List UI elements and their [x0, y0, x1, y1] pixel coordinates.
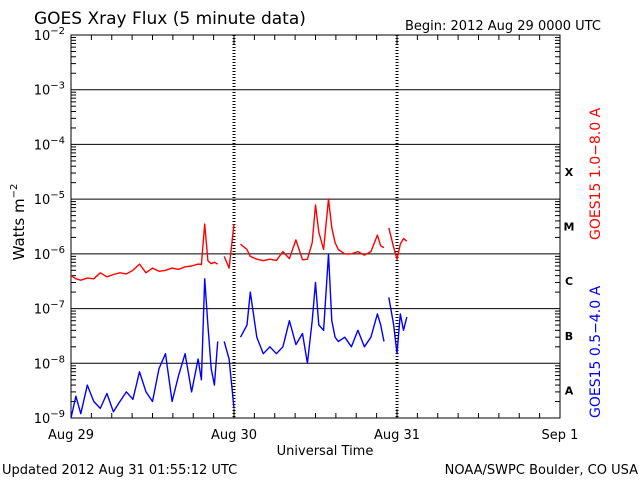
x-tick-label: Aug 31 [374, 428, 420, 443]
grid-lines [71, 89, 560, 364]
legend-short-channel: GOES15 0.5−4.0 A [588, 285, 604, 418]
y-axis-label: Watts m−2 [9, 184, 28, 261]
begin-time: Begin: 2012 Aug 29 0000 UTC [405, 19, 601, 34]
x-tick-labels: Aug 29 Aug 30 Aug 31 Sep 1 [48, 428, 578, 443]
x-axis-label: Universal Time [277, 444, 374, 459]
y-tick-label: 10−6 [34, 245, 65, 263]
flare-class-label: X [565, 166, 574, 179]
y-tick-label: 10−5 [34, 190, 65, 208]
series-line-0 [70, 223, 219, 281]
svg-text:Watts m−2: Watts m−2 [9, 184, 28, 261]
y-tick-label: 10−4 [34, 135, 65, 153]
flare-class-label: A [565, 385, 574, 398]
y-axis-label-text: Watts m [10, 198, 28, 260]
x-tick-label: Aug 30 [211, 428, 257, 443]
updated-timestamp: Updated 2012 Aug 31 01:55:12 UTC [2, 463, 237, 478]
series-line-1 [223, 341, 235, 409]
x-tick-label: Aug 29 [48, 428, 94, 443]
legend-long-channel: GOES15 1.0−8.0 A [588, 107, 604, 240]
flare-class-labels: A B C M X [564, 166, 575, 398]
y-tick-label: 10−2 [34, 26, 65, 44]
flare-class-label: C [565, 275, 573, 288]
chart-title: GOES Xray Flux (5 minute data) [34, 9, 306, 29]
y-tick-label: 10−3 [34, 81, 65, 99]
series-line-0 [240, 198, 385, 262]
y-tick-labels: 10−9 10−8 10−7 10−6 10−5 10−4 10−3 10−2 [34, 26, 65, 427]
y-tick-label: 10−9 [34, 409, 65, 427]
series-line-0 [388, 227, 408, 260]
series-line-1 [70, 278, 219, 419]
series-layer [70, 198, 408, 419]
y-tick-label: 10−8 [34, 354, 65, 372]
day-separators [232, 35, 399, 418]
x-tick-label: Sep 1 [542, 428, 579, 443]
flare-class-label: B [565, 330, 573, 343]
source-credit: NOAA/SWPC Boulder, CO USA [445, 463, 638, 478]
flare-class-label: M [564, 221, 575, 234]
series-line-1 [239, 253, 385, 364]
y-axis-label-exp: −2 [9, 184, 20, 199]
y-tick-label: 10−7 [34, 300, 65, 318]
series-line-1 [388, 297, 408, 355]
series-line-0 [223, 224, 235, 269]
